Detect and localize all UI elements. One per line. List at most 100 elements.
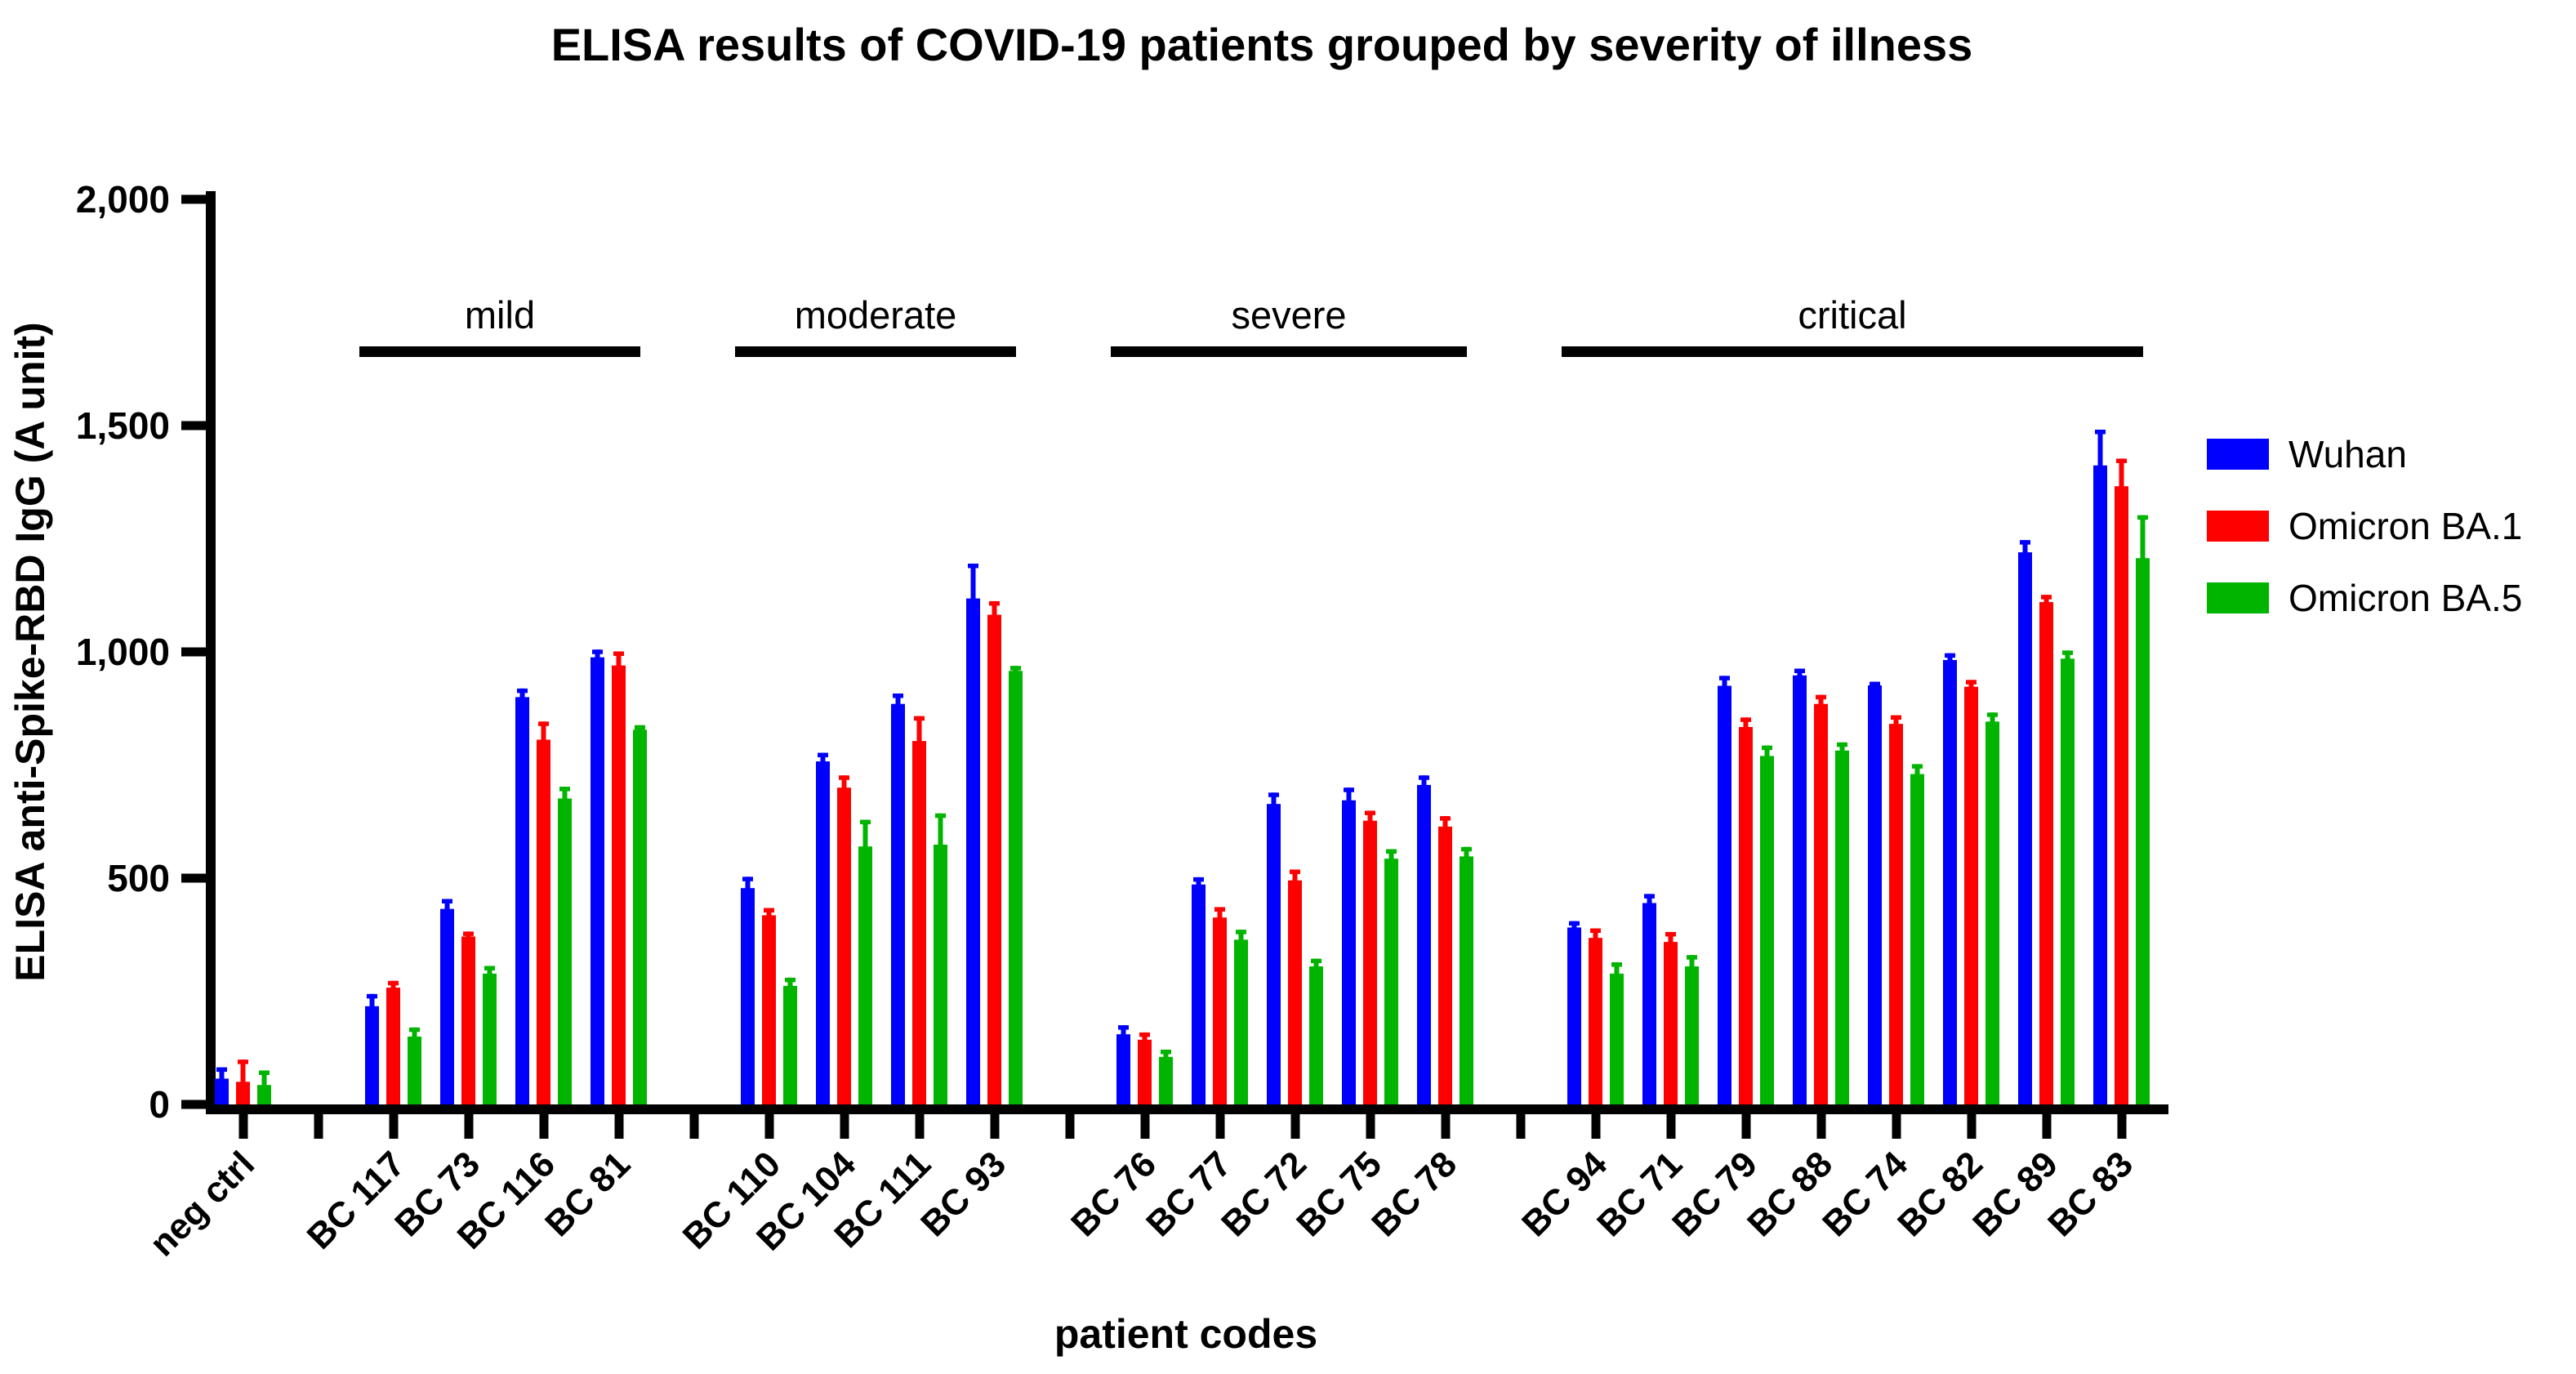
error-bar-omicron-ba-5 (938, 813, 943, 849)
error-bar-omicron-ba-5 (2065, 650, 2070, 662)
bar-wuhan-bc-88 (1793, 675, 1807, 1104)
error-bar-wuhan (369, 993, 375, 1010)
x-tick (689, 1114, 699, 1139)
bar-wuhan-bc-77 (1192, 884, 1206, 1104)
chart-title: ELISA results of COVID-19 patients group… (551, 19, 1973, 70)
bar-omicron-ba-5-bc-111 (934, 845, 947, 1104)
error-bar-wuhan (1947, 653, 1953, 663)
bar-omicron-ba-1-bc-73 (461, 936, 475, 1104)
bar-omicron-ba-5-bc-116 (558, 798, 572, 1104)
error-cap (442, 899, 452, 903)
error-bar-omicron-ba-5 (1689, 955, 1695, 970)
x-tick-label: BC 74 (1815, 1144, 1915, 1244)
error-bar-omicron-ba-1 (2119, 458, 2124, 490)
bar-wuhan-bc-117 (365, 1006, 379, 1104)
y-tick (181, 1100, 206, 1109)
bar-wuhan-bc-82 (1943, 659, 1957, 1104)
x-tick (1065, 1114, 1075, 1139)
x-axis-title: patient codes (1054, 1311, 1317, 1357)
x-tick (1441, 1114, 1451, 1139)
bar-omicron-ba-1-bc-110 (762, 915, 776, 1104)
error-cap (1365, 810, 1375, 815)
bar-omicron-ba-1-bc-83 (2115, 486, 2128, 1104)
x-tick-label: BC 75 (1289, 1144, 1389, 1244)
bar-wuhan-bc-73 (440, 908, 454, 1104)
error-bar-wuhan (1722, 676, 1727, 689)
error-bar-omicron-ba-1 (1442, 816, 1448, 830)
error-bar-omicron-ba-1 (1893, 715, 1899, 728)
error-cap (1837, 742, 1847, 747)
error-cap (559, 787, 570, 792)
error-bar-omicron-ba-1 (992, 600, 997, 618)
error-bar-omicron-ba-5 (1614, 962, 1620, 977)
error-cap (2062, 650, 2073, 655)
bar-omicron-ba-5-bc-71 (1685, 966, 1699, 1104)
error-bar-omicron-ba-5 (1238, 930, 1244, 944)
x-tick-label: BC 93 (913, 1144, 1014, 1244)
bar-omicron-ba-5-bc-117 (408, 1036, 421, 1104)
error-cap (484, 966, 495, 970)
error-cap (1665, 931, 1676, 937)
bar-wuhan-bc-89 (2018, 552, 2032, 1104)
x-tick-label: BC 72 (1214, 1144, 1314, 1244)
error-cap (785, 977, 796, 983)
bar-wuhan-bc-71 (1642, 903, 1656, 1104)
x-tick (764, 1114, 774, 1139)
error-cap (538, 721, 549, 726)
error-bar-omicron-ba-1 (541, 721, 546, 743)
bar-omicron-ba-5-bc-110 (783, 985, 797, 1104)
legend-swatch-wuhan (2207, 439, 2269, 470)
x-tick (1741, 1114, 1751, 1139)
bar-omicron-ba-1-bc-89 (2039, 602, 2053, 1104)
error-bar-omicron-ba-5 (1388, 849, 1394, 863)
error-bar-omicron-ba-1 (1818, 694, 1824, 707)
legend-label-wuhan: Wuhan (2289, 433, 2407, 475)
x-tick (1215, 1114, 1225, 1139)
error-cap (1912, 764, 1923, 769)
error-cap (989, 600, 1000, 606)
error-bar-omicron-ba-5 (1764, 745, 1770, 760)
error-cap (935, 813, 946, 819)
error-bar-omicron-ba-1 (616, 651, 622, 669)
error-cap (1311, 958, 1321, 964)
legend-label-omicron-ba5: Omicron BA.5 (2289, 577, 2522, 619)
y-tick-label: 2,000 (76, 178, 170, 221)
bar-wuhan-bc-94 (1567, 927, 1581, 1104)
x-tick (1816, 1114, 1826, 1139)
bar-omicron-ba-5-bc-75 (1384, 859, 1398, 1104)
error-cap (1569, 921, 1580, 926)
y-axis-title: ELISA anti-Spike-RBD IgG (A unit) (7, 322, 53, 981)
legend-swatch-omicron-ba1 (2207, 511, 2269, 542)
error-cap (259, 1070, 270, 1075)
x-tick-label: BC 77 (1139, 1144, 1239, 1244)
error-cap (2020, 540, 2030, 545)
error-bar-wuhan (745, 877, 751, 892)
error-bar-omicron-ba-1 (1142, 1032, 1148, 1043)
y-tick-label: 0 (149, 1083, 170, 1126)
error-bar-omicron-ba-5 (862, 819, 868, 850)
error-cap (1236, 930, 1246, 935)
error-cap (2116, 458, 2127, 463)
x-tick (1666, 1114, 1676, 1139)
error-cap (388, 980, 399, 986)
error-bar-omicron-ba-5 (487, 966, 492, 977)
error-bar-omicron-ba-1 (766, 908, 772, 919)
x-tick-label: BC 76 (1063, 1144, 1164, 1244)
error-cap (1644, 894, 1655, 899)
error-cap (1161, 1049, 1171, 1055)
bar-omicron-ba-5-bc-88 (1835, 750, 1849, 1104)
x-tick-label: BC 78 (1364, 1144, 1464, 1244)
bar-omicron-ba-1-bc-72 (1288, 880, 1302, 1104)
bar-omicron-ba-5-bc-73 (483, 973, 497, 1104)
y-tick (181, 194, 206, 204)
x-tick (990, 1114, 1000, 1139)
bar-omicron-ba-1-bc-116 (537, 739, 550, 1104)
error-cap (818, 752, 828, 758)
error-bar-wuhan (2022, 540, 2028, 556)
error-bar-wuhan (1346, 787, 1352, 804)
error-bar-omicron-ba-1 (841, 775, 847, 792)
error-cap (1590, 928, 1601, 933)
x-tick-label: BC 117 (300, 1144, 412, 1256)
error-bar-wuhan (970, 563, 976, 602)
